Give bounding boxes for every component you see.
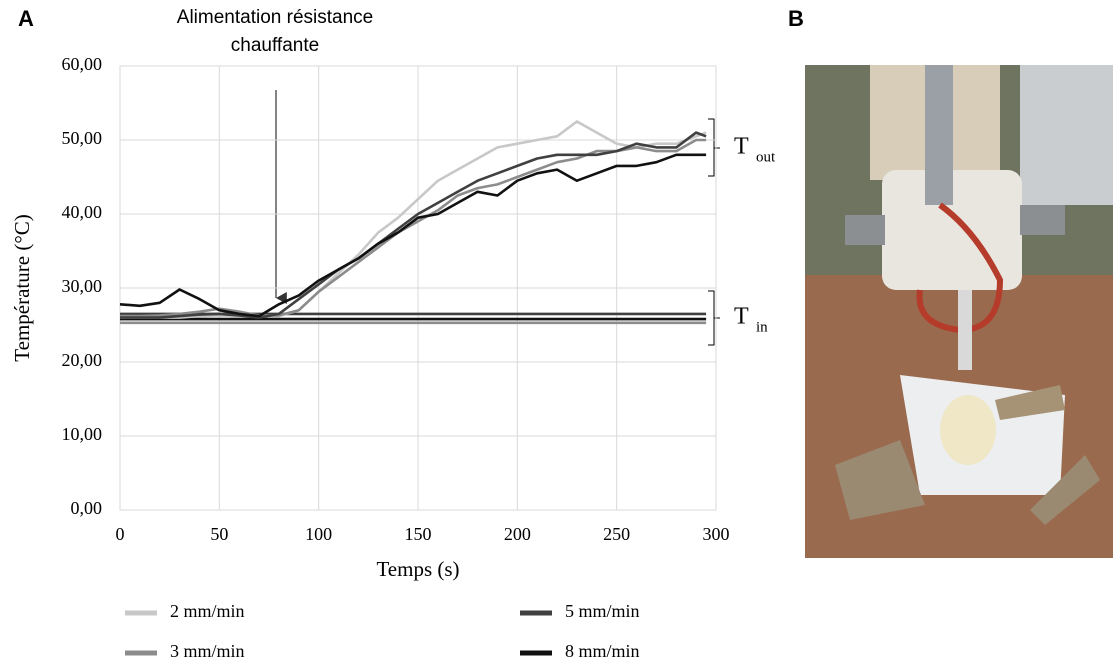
photo: [805, 65, 1113, 558]
annotation: Alimentation résistance: [177, 7, 373, 28]
bracket-label-sub: in: [756, 319, 768, 335]
x-tick-label: 100: [305, 524, 332, 544]
x-tick-label: 0: [116, 524, 125, 544]
x-tick-label: 50: [210, 524, 228, 544]
legend-label: 8 mm/min: [565, 641, 640, 661]
bracket-label: T: [734, 304, 749, 330]
line-outlet: [119, 153, 707, 318]
legend-label: 5 mm/min: [565, 601, 640, 621]
bracket: [708, 290, 720, 346]
panel-label: A: [18, 6, 34, 31]
y-tick-label: 20,00: [62, 350, 103, 370]
y-axis-label: Température (°C): [10, 214, 34, 361]
line-outlet: [120, 131, 707, 319]
line-outlet: [120, 120, 707, 319]
annotation: chauffante: [231, 35, 319, 56]
bracket: [708, 118, 720, 177]
y-tick-label: 0,00: [71, 498, 103, 518]
legend-label: 2 mm/min: [170, 601, 245, 621]
x-tick-label: 300: [703, 524, 730, 544]
legend-label: 3 mm/min: [170, 641, 245, 661]
x-axis-label: Temps (s): [376, 557, 459, 581]
x-tick-label: 200: [504, 524, 531, 544]
bracket-label-sub: out: [756, 149, 776, 165]
x-tick-label: 150: [405, 524, 432, 544]
panel-label: B: [788, 6, 804, 31]
y-tick-label: 60,00: [62, 54, 103, 74]
bracket-label: T: [734, 134, 749, 160]
y-tick-label: 40,00: [62, 202, 103, 222]
y-tick-label: 10,00: [62, 424, 103, 444]
y-tick-label: 30,00: [62, 276, 103, 296]
x-tick-label: 250: [603, 524, 630, 544]
y-tick-label: 50,00: [62, 128, 103, 148]
